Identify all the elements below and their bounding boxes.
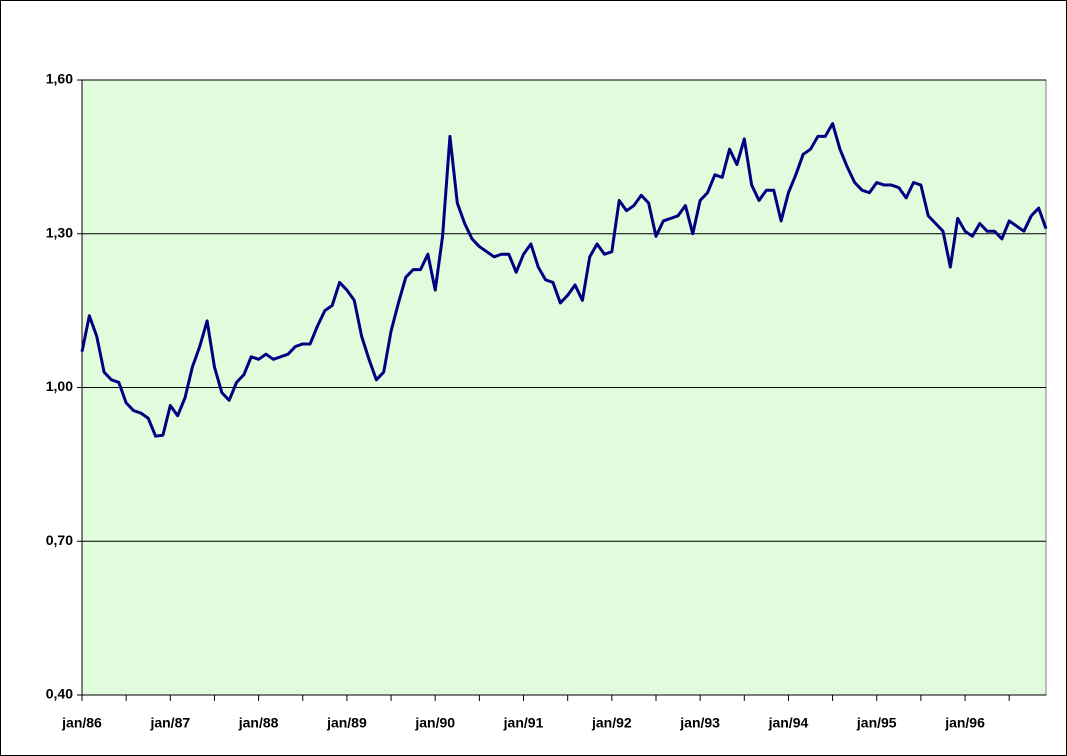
data-line [80, 122, 1048, 438]
y-tick-label: 1,60 [46, 71, 73, 87]
y-tick-label: 1,30 [46, 224, 73, 240]
x-tick-label: jan/91 [503, 715, 544, 731]
x-tick-label: jan/87 [149, 715, 190, 731]
x-tick-label: jan/86 [61, 715, 102, 731]
x-tick-label: jan/95 [856, 715, 897, 731]
y-tick-label: 0,70 [46, 532, 73, 548]
x-tick-label: jan/94 [768, 715, 809, 731]
x-tick-label: jan/88 [238, 715, 279, 731]
x-tick-label: jan/89 [326, 715, 367, 731]
y-tick-label: 1,00 [46, 378, 73, 394]
x-tick-label: jan/93 [679, 715, 720, 731]
x-tick-label: jan/92 [591, 715, 632, 731]
x-tick-label: jan/96 [944, 715, 985, 731]
x-tick-label: jan/90 [414, 715, 455, 731]
y-tick-label: 0,40 [46, 686, 73, 702]
